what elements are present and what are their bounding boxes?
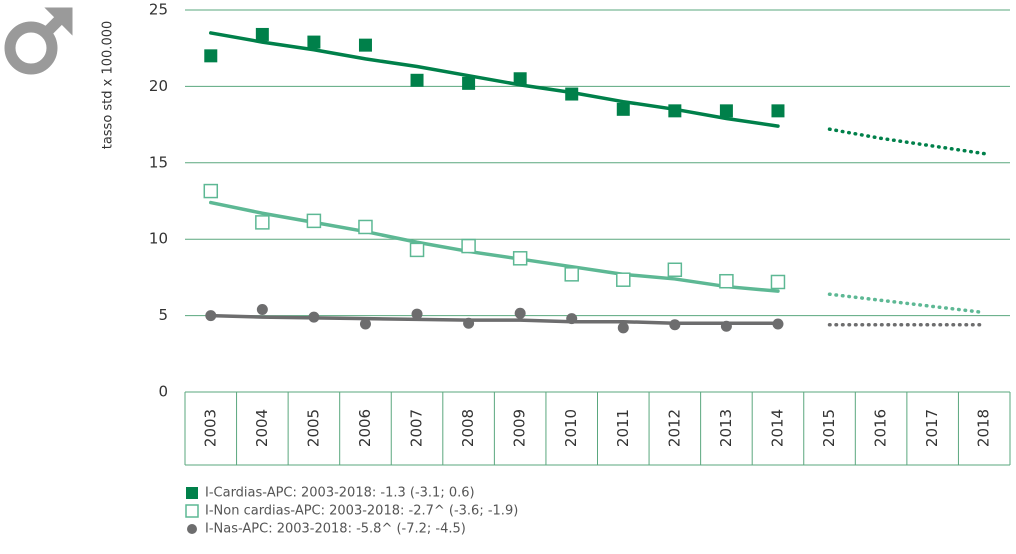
marker: [203, 183, 219, 199]
marker: [566, 313, 578, 325]
x-tick-label: 2006: [356, 409, 374, 447]
marker: [617, 322, 629, 334]
marker: [255, 215, 270, 230]
x-tick-label: 2013: [717, 409, 735, 447]
y-tick-label: 25: [149, 1, 168, 19]
projection-line: [827, 292, 986, 315]
legend-label: I-Cardias-APC: 2003-2018: -1.3 (-3.1; 0.…: [205, 486, 475, 501]
x-tick-label: 2011: [614, 409, 632, 447]
marker: [512, 251, 528, 266]
marker: [358, 38, 372, 52]
x-tick-label: 2003: [201, 409, 219, 447]
marker: [185, 504, 199, 518]
legend: I-Cardias-APC: 2003-2018: -1.3 (-3.1; 0.…: [205, 486, 518, 537]
marker: [255, 27, 269, 41]
y-tick-label: 0: [158, 383, 168, 401]
fit-line: [209, 313, 780, 325]
marker: [669, 319, 681, 331]
marker: [358, 219, 373, 235]
marker: [307, 35, 321, 49]
x-tick-label: 2017: [923, 409, 941, 447]
marker: [772, 318, 784, 330]
marker: [308, 311, 320, 323]
x-tick-label: 2004: [253, 409, 271, 447]
marker: [667, 262, 683, 278]
fit-line: [209, 31, 780, 128]
marker: [411, 308, 423, 320]
marker: [616, 102, 630, 116]
marker: [719, 273, 734, 289]
marker: [513, 72, 527, 86]
fit-line: [209, 200, 780, 293]
marker: [410, 73, 424, 87]
marker: [205, 310, 217, 322]
y-axis-label: tasso std x 100.000: [101, 21, 116, 150]
y-tick-label: 20: [149, 77, 168, 95]
legend-label: I-Nas-APC: 2003-2018: -5.8^ (-7.2; -4.5): [205, 522, 466, 537]
x-tick-label: 2016: [872, 409, 890, 447]
marker: [616, 272, 631, 287]
marker: [463, 317, 475, 329]
marker: [256, 303, 268, 315]
x-tick-label: 2010: [562, 409, 580, 447]
marker: [565, 87, 579, 101]
marker: [461, 238, 476, 254]
marker: [720, 320, 732, 332]
marker: [719, 104, 733, 118]
marker: [462, 76, 476, 90]
y-tick-label: 5: [158, 306, 168, 324]
y-tick-label: 15: [149, 153, 168, 171]
marker: [771, 104, 785, 118]
marker: [306, 213, 322, 229]
marker: [514, 307, 526, 319]
marker: [359, 318, 371, 330]
projection-line: [827, 127, 986, 156]
male-icon: [4, 7, 73, 75]
marker: [564, 267, 579, 282]
marker: [186, 487, 198, 499]
marker: [668, 104, 682, 118]
legend-label: I-Non cardias-APC: 2003-2018: -2.7^ (-3.…: [205, 504, 518, 519]
marker: [187, 524, 197, 534]
x-tick-label: 2005: [304, 409, 322, 447]
x-tick-label: 2015: [820, 409, 838, 447]
x-tick-label: 2014: [768, 409, 786, 447]
marker: [409, 242, 425, 258]
y-tick-label: 10: [149, 230, 168, 248]
x-tick-label: 2007: [408, 409, 426, 447]
marker: [770, 274, 786, 290]
x-tick-label: 2018: [975, 409, 993, 447]
x-tick-label: 2012: [665, 409, 683, 447]
marker: [204, 49, 218, 63]
x-tick-label: 2008: [459, 409, 477, 447]
x-tick-label: 2009: [511, 409, 529, 447]
